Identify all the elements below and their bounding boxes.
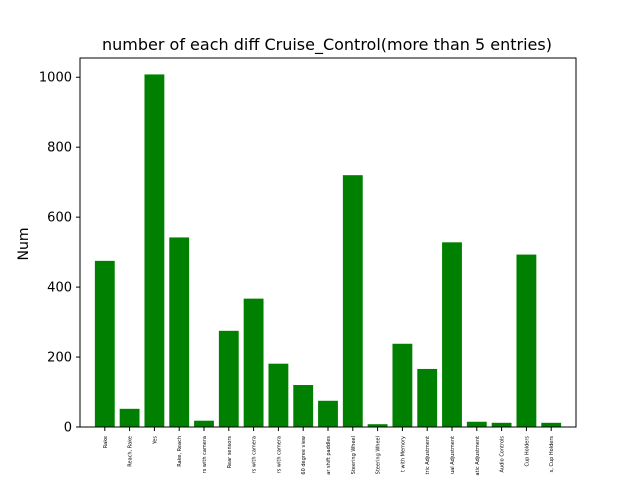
x-tick-label: Yes — [152, 436, 158, 445]
x-tick-label: atic Adjustment — [475, 436, 481, 475]
y-tick-label: 400 — [47, 281, 72, 296]
bar — [194, 420, 214, 427]
bar — [169, 237, 190, 427]
x-tick-label: Reach, Rake — [128, 436, 134, 467]
x-tick-label: s, Cup Holders — [549, 436, 555, 473]
bar — [516, 254, 537, 427]
bar — [268, 363, 289, 427]
x-tick-label: 60 degree view — [301, 436, 307, 475]
bar — [243, 298, 264, 427]
y-tick-label: 0 — [64, 421, 72, 436]
x-tick-label: t with Memory — [400, 436, 406, 472]
x-tick-label: Audio Controls — [500, 436, 506, 473]
x-tick-label: ual Adjustment — [450, 436, 456, 474]
bar — [293, 385, 314, 427]
bars-group — [94, 74, 562, 427]
chart-title: number of each diff Cruise_Control(more … — [102, 35, 552, 55]
bar — [94, 260, 115, 427]
x-tick-label: ar shift paddles — [326, 436, 332, 475]
x-axis-ticks: Rake Reach, Rake Yes Rake, Reach rs with cam… — [103, 427, 555, 475]
x-tick-label: Rake, Reach — [177, 436, 183, 467]
bar — [491, 422, 512, 427]
bar — [218, 330, 239, 427]
y-tick-label: 600 — [47, 211, 72, 226]
bar — [342, 175, 363, 427]
x-tick-label: Steering Wheel — [351, 436, 357, 474]
bar — [392, 343, 413, 427]
plot-frame — [79, 57, 577, 428]
x-tick-label: rs with camera — [276, 436, 282, 473]
x-tick-label: tric Adjustment — [425, 436, 431, 474]
bar — [541, 422, 562, 427]
y-tick-label: 800 — [47, 141, 72, 156]
x-tick-label: Steering Wheel — [376, 436, 382, 474]
x-tick-label: rs with camera — [202, 436, 208, 473]
bar — [144, 74, 165, 427]
bar — [119, 408, 140, 427]
bar — [417, 368, 438, 427]
y-axis-label: Num — [16, 228, 32, 261]
y-axis-ticks: 0 200 400 600 800 1000 — [39, 71, 80, 436]
x-tick-label: rs with camera — [252, 436, 258, 473]
bar — [367, 424, 388, 427]
y-tick-label: 1000 — [39, 71, 72, 86]
x-tick-label: Rake — [103, 436, 109, 448]
x-tick-label: Rear sensors — [227, 436, 233, 469]
bar — [466, 421, 487, 427]
y-tick-label: 200 — [47, 351, 72, 366]
bar — [318, 400, 338, 427]
bar — [442, 242, 462, 427]
x-tick-label: Cup Holders — [524, 436, 530, 467]
